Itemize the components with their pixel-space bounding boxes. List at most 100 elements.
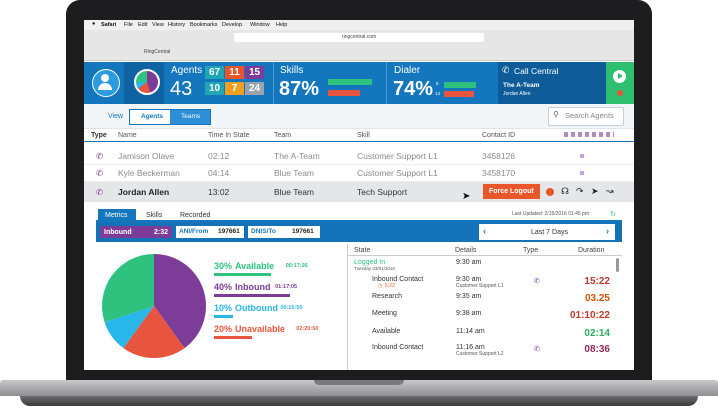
- toolbar: View Agents Teams ⚲ Search Agents: [84, 104, 634, 129]
- url-field[interactable]: [234, 33, 484, 42]
- toggle-agents[interactable]: Agents: [141, 112, 164, 120]
- range-selector[interactable]: [479, 224, 615, 240]
- pie-slice: [104, 306, 154, 349]
- toggle-teams[interactable]: Teams: [181, 112, 201, 120]
- status-state: Inbound: [104, 229, 132, 236]
- range-label: Last 7 Days: [531, 229, 568, 236]
- log-time: 9:38 am: [456, 310, 482, 317]
- log-detail: Customer Support L1: [456, 283, 504, 289]
- menu-item[interactable]: Develop: [222, 21, 243, 28]
- status-box: [100, 226, 172, 238]
- skill: Customer Support L1: [357, 168, 438, 178]
- legend-percent: 10%: [214, 303, 233, 313]
- whisper-button[interactable]: ↷: [576, 186, 584, 196]
- column-header[interactable]: Skill: [357, 132, 370, 139]
- view-label: View: [108, 113, 124, 120]
- search-placeholder: Search Agents: [565, 111, 614, 120]
- agent-name: Jamison Olave: [118, 151, 175, 161]
- menu-item[interactable]: Window: [250, 21, 270, 28]
- menu-item[interactable]: History: [168, 21, 186, 28]
- cursor: ➤: [462, 191, 471, 202]
- agent-row[interactable]: ✆ Kyle Beckerman 04:14 Blue Team Custome…: [84, 165, 634, 182]
- legend-duration: 00:17:26: [285, 263, 308, 269]
- laptop-lip: [20, 396, 698, 406]
- column-header[interactable]: Team: [274, 132, 292, 139]
- divider: [273, 62, 274, 104]
- apple-logo: ●: [92, 21, 96, 27]
- legend-bar: [214, 294, 290, 297]
- column-chips: [564, 132, 614, 137]
- agent-stat: 24: [245, 82, 264, 95]
- skill: Tech Support: [357, 187, 408, 197]
- stats-icon[interactable]: [134, 69, 160, 95]
- legend-duration: 00:15:56: [280, 305, 303, 311]
- menu-bar: ● Safari File Edit View History Bookmark…: [84, 20, 634, 30]
- legend-name: Unavailable: [235, 324, 286, 334]
- type-icon: ✆: [96, 187, 104, 197]
- screen: ● Safari File Edit View History Bookmark…: [84, 20, 634, 370]
- force-logout-label: Force Logout: [489, 188, 534, 195]
- ani-value: 197661: [218, 228, 240, 235]
- header: Agents 43 67 11 15 10 7 24 Skills 87% Di…: [84, 62, 634, 104]
- log-duration: 08:36: [584, 344, 610, 355]
- range-next[interactable]: ›: [606, 226, 609, 236]
- agent-row-selected[interactable]: ✆ Jordan Allen 13:02 Blue Team Tech Supp…: [84, 182, 634, 202]
- scrollbar[interactable]: [616, 258, 619, 272]
- menu-app[interactable]: Safari: [101, 21, 117, 28]
- log-state: Meeting: [372, 310, 397, 317]
- agent-name: Kyle Beckerman: [118, 168, 180, 178]
- log-column-header: Type: [523, 247, 539, 254]
- column-header[interactable]: Name: [118, 132, 137, 139]
- dnis-box: [248, 226, 320, 238]
- agent-row[interactable]: ✆ Jamison Olave 02:12 The A-Team Custome…: [84, 148, 634, 165]
- skills-value: 87%: [279, 78, 320, 100]
- log-duration: 01:10:22: [569, 310, 610, 321]
- range-prev[interactable]: ‹: [483, 226, 486, 236]
- refresh-icon[interactable]: ↻: [610, 211, 616, 218]
- record-button[interactable]: [546, 188, 554, 196]
- tab-title[interactable]: RingCentral: [144, 49, 171, 55]
- ani-box: [176, 226, 244, 238]
- search-box[interactable]: [548, 107, 624, 126]
- record-dot[interactable]: [617, 90, 623, 96]
- logged-in-date: Tuesday 03/01/2016: [354, 266, 395, 271]
- url-text: ringcentral.com: [342, 34, 377, 40]
- menu-item[interactable]: Edit: [138, 21, 148, 28]
- play-triangle: [618, 73, 623, 79]
- legend-name: Available: [235, 261, 275, 271]
- detail-tabs: Metrics Skills Recorded Last Updated: 2/…: [96, 208, 622, 222]
- log-column-header: State: [354, 247, 371, 254]
- pie-slice: [123, 306, 185, 358]
- dialer-bar-green: [444, 82, 476, 88]
- agent-name: Jordan Allen: [118, 187, 170, 197]
- force-logout-button[interactable]: [483, 184, 540, 199]
- log-state: Inbound Contact: [372, 276, 424, 283]
- tab[interactable]: Skills: [146, 212, 163, 219]
- avatar-body: [98, 83, 112, 90]
- last-updated: Last Updated: 2/15/2016 01:45 pm: [512, 211, 590, 217]
- dnis-label: DNIS/To: [251, 228, 276, 235]
- menu-item[interactable]: Bookmarks: [190, 21, 218, 28]
- column-header[interactable]: Contact ID: [482, 132, 516, 139]
- time-in-state: 13:02: [208, 187, 230, 197]
- listen-button[interactable]: ☊: [561, 186, 569, 196]
- status-time: 2:32: [154, 229, 169, 236]
- skills-label: Skills: [280, 65, 304, 76]
- menu-item[interactable]: Help: [276, 21, 288, 28]
- browser-toolbar: ringcentral.com RingCentral: [84, 30, 634, 61]
- column-header[interactable]: Type: [91, 132, 107, 139]
- tab[interactable]: Recorded: [180, 212, 211, 219]
- tab-active-bg: [98, 209, 136, 220]
- status-chip: [580, 171, 584, 175]
- menu-item[interactable]: View: [152, 21, 164, 28]
- menu-item[interactable]: File: [124, 21, 133, 28]
- transfer-button[interactable]: ↝: [606, 186, 614, 196]
- logged-in-time: 9:30 am: [456, 259, 482, 266]
- barge-button[interactable]: ➤: [591, 186, 599, 196]
- column-header[interactable]: Time In State: [208, 132, 250, 139]
- tab[interactable]: Metrics: [105, 212, 128, 219]
- type-icon: ✆: [96, 151, 104, 161]
- skill: Customer Support L1: [357, 151, 438, 161]
- status-bar: Inbound 2:32 ANI/From 197661 DNIS/To 197…: [96, 222, 622, 242]
